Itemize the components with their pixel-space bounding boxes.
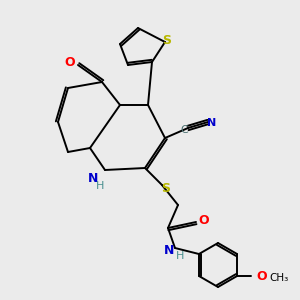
Text: N: N xyxy=(88,172,98,184)
Text: S: S xyxy=(161,182,170,194)
Text: C: C xyxy=(180,125,188,135)
Text: O: O xyxy=(65,56,75,70)
Text: H: H xyxy=(96,181,104,191)
Text: S: S xyxy=(163,34,172,46)
Text: O: O xyxy=(256,269,267,283)
Text: H: H xyxy=(176,251,184,261)
Text: N: N xyxy=(164,244,174,256)
Text: O: O xyxy=(199,214,209,226)
Text: N: N xyxy=(207,118,217,128)
Text: CH₃: CH₃ xyxy=(269,273,288,283)
